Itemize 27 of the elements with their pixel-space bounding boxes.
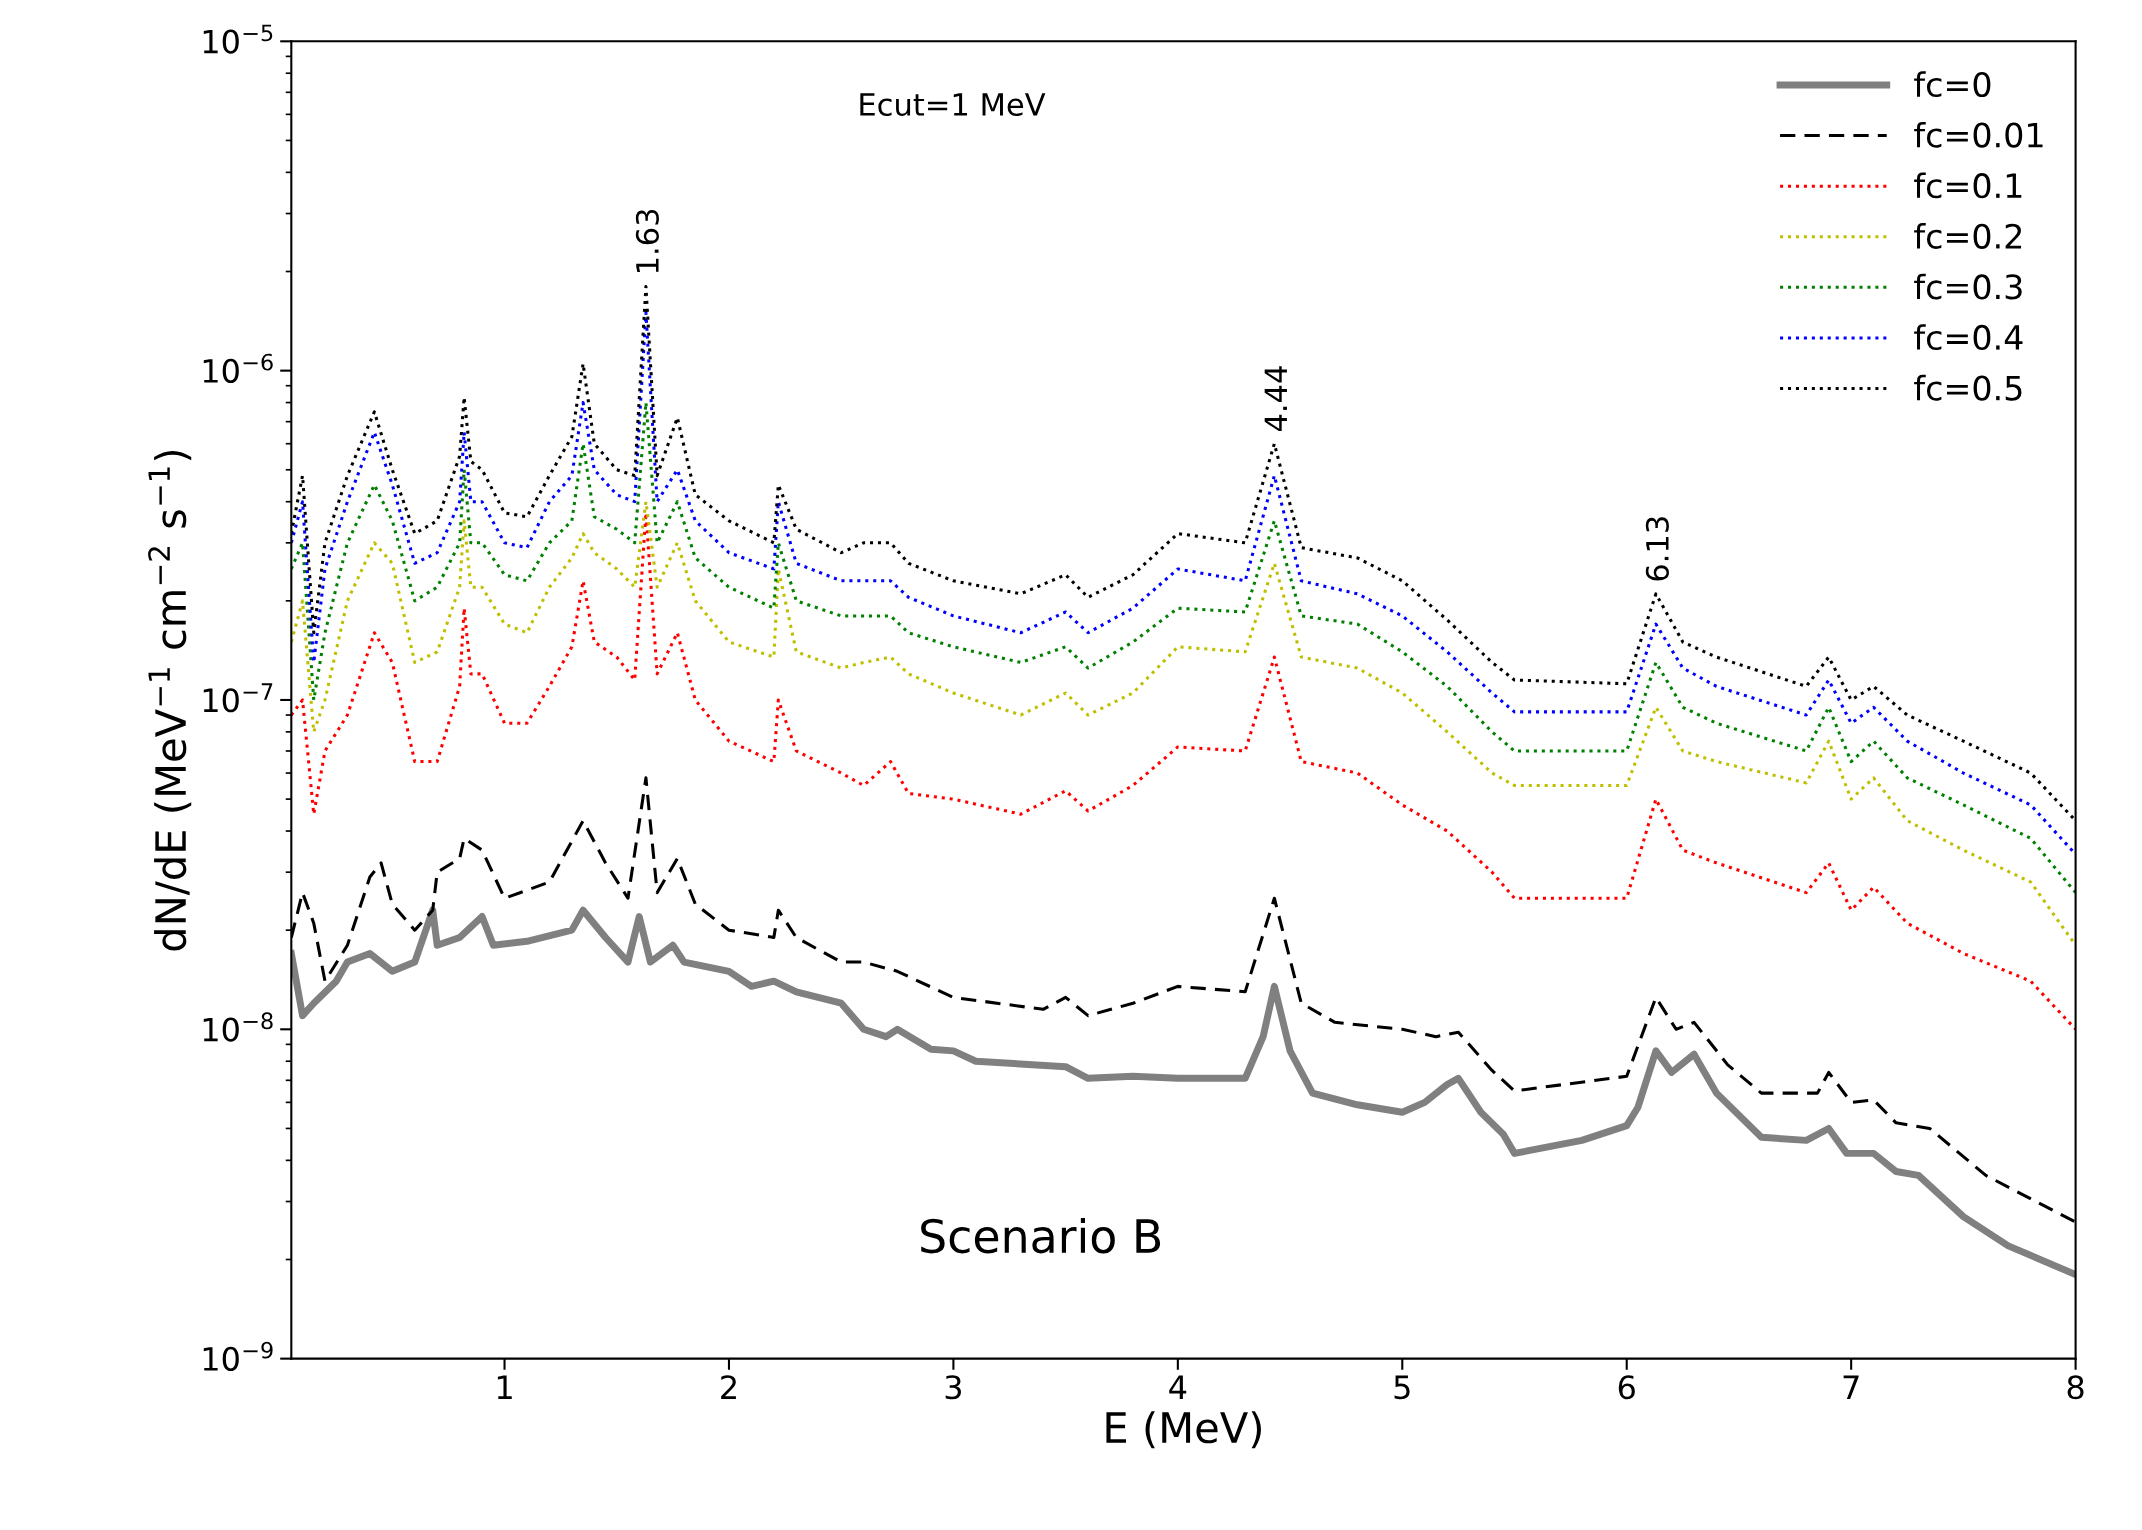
x-tick-label: 1 [497,1375,512,1399]
y-tick-label: 10$^{−6}$ [203,353,273,383]
y-tick-label: 10$^{−9}$ [203,1341,273,1371]
y-axis-title: dN/dE (MeV$^{−1}$ cm$^{−2}$ s$^{−1}$) [148,450,192,951]
legend-label: fc=0.4 [1914,324,2023,351]
legend-label: fc=0.3 [1914,273,2022,300]
legend-label: fc=0.1 [1914,172,2022,199]
annotation: 1.63 [635,209,659,273]
annotation: Ecut=1 MeV [860,93,1046,117]
legend-label: fc=0.2 [1914,223,2022,249]
annotation: 4.44 [1264,366,1287,432]
legend-label: fc=0.01 [1914,121,2043,148]
annotation: 6.13 [1645,517,1669,581]
x-axis-title: E (MeV) [1106,1411,1261,1449]
legend-label: fc=0.5 [1914,374,2022,401]
x-tick-label: 5 [1394,1375,1410,1400]
x-tick-label: 2 [721,1375,736,1399]
x-tick-label: 6 [1618,1375,1635,1400]
x-tick-label: 8 [2067,1375,2084,1400]
x-tick-label: 3 [945,1375,962,1400]
x-tick-label: 7 [1843,1375,1859,1399]
y-tick-label: 10$^{−5}$ [203,24,273,54]
x-tick-label: 4 [1169,1375,1187,1399]
y-tick-label: 10$^{−7}$ [203,683,273,713]
legend-label: fc=0 [1914,71,1991,98]
annotation: Scenario B [921,1217,1161,1254]
y-tick-label: 10$^{−8}$ [203,1012,273,1042]
